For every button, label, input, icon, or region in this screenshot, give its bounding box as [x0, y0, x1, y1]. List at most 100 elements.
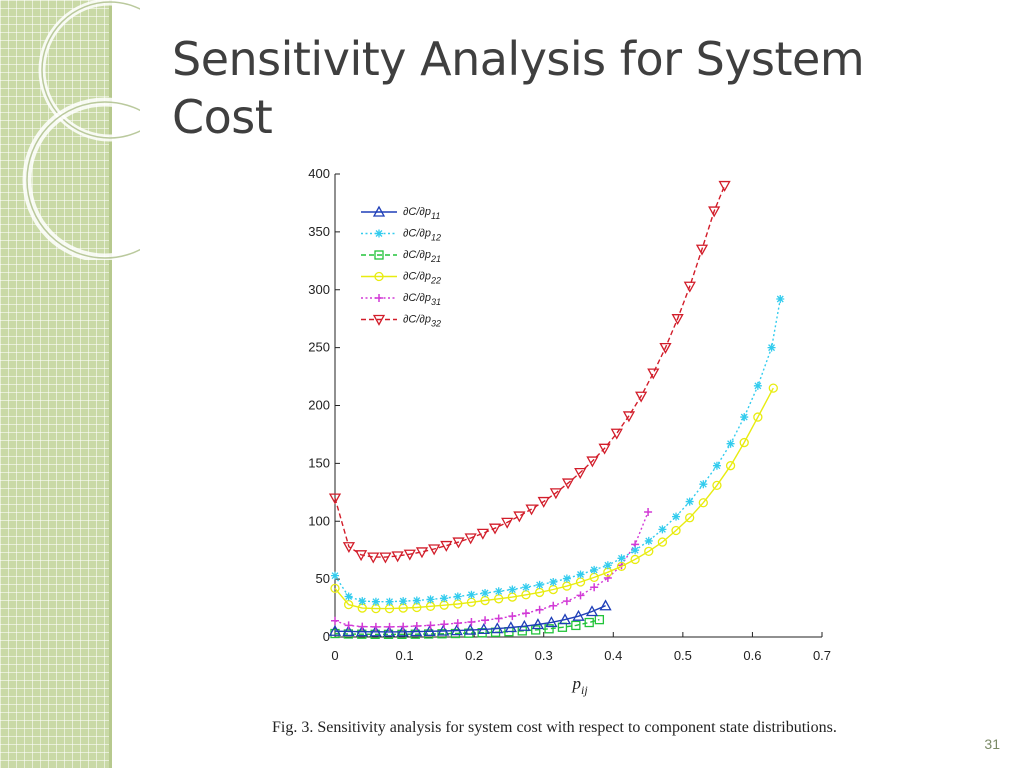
data-point-p12 [753, 381, 762, 390]
data-point-p21 [423, 629, 434, 639]
data-point-p22 [698, 498, 708, 508]
legend-label: ∂C/∂p32 [403, 314, 441, 329]
data-point-p12 [412, 596, 421, 605]
y-tick-label: 50 [316, 571, 330, 586]
data-point-p12 [699, 480, 708, 489]
data-point-p12 [617, 554, 626, 563]
data-point-p12 [535, 580, 544, 589]
data-point-p21 [450, 628, 461, 639]
data-point-p32 [367, 552, 380, 564]
data-point-p12 [603, 561, 612, 570]
data-point-p21 [531, 625, 541, 635]
data-point-p32 [391, 551, 404, 563]
legend-entry-p32: ∂C/∂p32 [361, 314, 441, 329]
data-point-p32 [598, 443, 611, 455]
data-point-p12 [672, 512, 681, 521]
data-point-p31 [603, 573, 612, 582]
data-point-p21 [594, 614, 605, 625]
data-point-p21 [584, 617, 594, 628]
data-point-p12 [385, 597, 394, 606]
data-point-p11 [531, 618, 545, 630]
decorative-rings [22, 0, 140, 260]
legend-label: ∂C/∂p12 [403, 228, 441, 243]
data-point-p32 [622, 411, 636, 423]
y-tick-label: 300 [308, 282, 330, 297]
x-tick-label: 0.4 [604, 648, 622, 663]
sensitivity-chart: 0 50 100 150 200 250 300 350 400 0 0.1 0.2 0.3 0.4 0.5… [308, 166, 831, 697]
data-point-p12 [426, 595, 435, 604]
data-point-p32 [525, 504, 538, 516]
legend-entry-p11: ∂C/∂p11 [361, 205, 440, 221]
data-point-p32 [561, 478, 575, 490]
legend-entry-p12: ∂C/∂p12 [361, 228, 441, 243]
series-line-p32 [334, 185, 726, 558]
data-point-p31 [508, 612, 517, 621]
data-point-p22 [753, 412, 763, 422]
data-point-p11 [437, 624, 450, 636]
data-point-p12 [576, 570, 585, 579]
data-point-p32 [488, 523, 502, 535]
data-point-p21 [437, 629, 447, 639]
data-point-p11 [328, 624, 342, 636]
data-point-p12 [740, 413, 749, 422]
data-point-p12 [467, 590, 476, 599]
data-point-p11 [545, 616, 558, 628]
data-point-p32 [659, 342, 672, 354]
y-tick-label: 200 [308, 398, 330, 413]
data-point-p12 [726, 439, 735, 448]
data-point-p22 [616, 561, 627, 572]
data-point-p11 [342, 625, 355, 637]
series-line-p12 [334, 298, 781, 603]
series-line-p11 [334, 605, 606, 633]
data-point-p11 [369, 625, 382, 637]
data-point-p12 [371, 597, 380, 606]
data-point-p31 [453, 619, 462, 628]
data-point-p12 [440, 594, 449, 603]
data-point-p12 [331, 571, 339, 580]
data-point-p12 [590, 565, 599, 574]
legend-marker [375, 294, 383, 302]
data-point-p12 [562, 574, 571, 583]
data-point-p22 [725, 461, 736, 471]
data-point-p32 [708, 206, 721, 218]
data-point-p12 [344, 592, 353, 601]
data-point-p22 [330, 583, 340, 594]
legend-marker [372, 205, 386, 217]
data-point-p12 [644, 536, 653, 545]
data-point-p12 [658, 525, 667, 534]
data-point-p32 [683, 281, 696, 293]
legend-label: ∂C/∂p21 [403, 249, 441, 264]
legend-marker [374, 250, 384, 260]
series-p31 [331, 507, 653, 631]
data-point-p32 [718, 180, 731, 192]
data-point-p22 [644, 546, 654, 556]
data-point-p12 [358, 597, 367, 606]
y-tick-label: 350 [308, 224, 330, 239]
y-tick-label: 150 [308, 455, 330, 470]
data-point-p21 [571, 620, 581, 631]
data-point-p12 [767, 343, 776, 352]
x-tick-label: 0.3 [535, 648, 553, 663]
data-point-p31 [549, 601, 558, 610]
x-tick-label: 0.6 [743, 648, 761, 663]
data-point-p31 [358, 622, 367, 631]
data-point-p32 [342, 542, 356, 554]
legend-entry-p31: ∂C/∂p31 [361, 292, 441, 307]
legend-entry-p22: ∂C/∂p22 [361, 271, 441, 286]
data-point-p11 [423, 624, 436, 636]
legend-label: ∂C/∂p22 [403, 271, 441, 286]
x-tick-label: 0.2 [465, 648, 483, 663]
chart-series [328, 180, 785, 639]
data-point-p32 [428, 544, 441, 556]
data-point-p32 [501, 517, 514, 529]
data-point-p31 [576, 591, 585, 600]
x-tick-label: 0.5 [674, 648, 692, 663]
data-point-p21 [464, 628, 474, 638]
data-point-p32 [452, 537, 465, 549]
data-point-p32 [586, 456, 599, 468]
legend-marker [372, 314, 386, 326]
data-point-p32 [537, 496, 550, 508]
data-point-p11 [355, 625, 369, 637]
data-point-p32 [440, 540, 453, 552]
data-point-p32 [671, 314, 684, 326]
